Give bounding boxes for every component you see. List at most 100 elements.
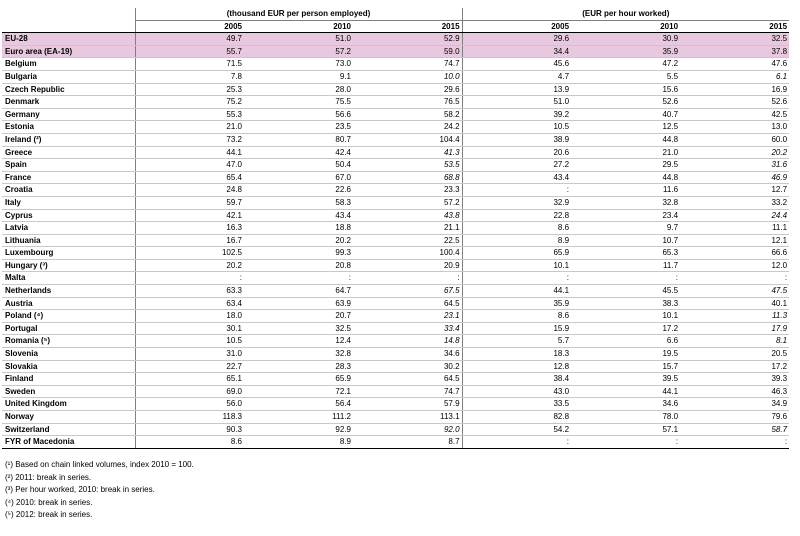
table-cell: 47.6 (680, 57, 790, 71)
table-cell: 11.6 (571, 183, 681, 197)
table-cell: 13.9 (461, 83, 572, 97)
table-cell: 8.6 (461, 309, 572, 323)
table-cell: 34.4 (461, 45, 572, 59)
row-label: Austria (2, 297, 135, 311)
table-cell: 56.4 (244, 397, 353, 411)
table-cell: 8.6 (134, 435, 244, 449)
table-cell: 4.7 (461, 70, 572, 84)
table-cell: : (134, 271, 244, 286)
table-cell: 13.0 (680, 120, 790, 134)
table-cell: 8.1 (680, 334, 790, 349)
row-label: Hungary (³) (2, 259, 135, 273)
table-cell: 59.7 (134, 196, 244, 210)
table-cell: 30.2 (353, 360, 463, 374)
footnote: (⁴) 2010: break in series. (5, 497, 93, 507)
table-body: EU-28 49.7 51.0 52.9 29.6 30.9 32.5 Euro area (… (2, 32, 790, 449)
table-cell: 32.8 (571, 196, 681, 210)
table-cell: 57.1 (571, 423, 681, 437)
row-label: Slovakia (2, 360, 135, 374)
table-cell: 17.2 (571, 322, 681, 336)
table-cell: 10.7 (571, 234, 681, 248)
table-cell: 37.8 (680, 45, 790, 59)
table-cell: 8.9 (461, 234, 572, 248)
row-label: Norway (2, 410, 135, 424)
header-group-per-person: (thousand EUR per person employed) (134, 8, 463, 21)
table-row: Switzerland 90.3 92.9 92.0 54.2 57.1 58.7 (2, 423, 790, 437)
table-cell: 44.1 (134, 146, 244, 160)
table-cell: 73.2 (134, 133, 244, 147)
table-cell: 74.7 (353, 57, 463, 71)
table-row: Sweden 69.0 72.1 74.7 43.0 44.1 46.3 (2, 385, 790, 399)
table-cell: 66.6 (680, 246, 790, 260)
table-row: Finland 65.1 65.9 64.5 38.4 39.5 39.3 (2, 372, 790, 386)
row-label: FYR of Macedonia (2, 435, 135, 449)
row-label: Croatia (2, 183, 135, 197)
table-row: Hungary (³) 20.2 20.8 20.9 10.1 11.7 12.0 (2, 259, 790, 273)
footnote: (¹) Based on chain linked volumes, index… (5, 460, 194, 469)
table-cell: 38.3 (571, 297, 681, 311)
table-cell: 31.0 (134, 347, 244, 361)
table-row: Latvia 16.3 18.8 21.1 8.6 9.7 11.1 (2, 221, 790, 235)
table-cell: 15.9 (461, 322, 572, 336)
row-label: Luxembourg (2, 246, 135, 260)
table-cell: 51.0 (461, 95, 572, 109)
table-cell: 111.2 (244, 410, 353, 424)
row-label: Ireland (²) (2, 133, 135, 147)
header-year: 2010 (244, 20, 353, 34)
table-cell: 102.5 (134, 246, 244, 260)
table-cell: 20.8 (244, 259, 353, 273)
row-label: Lithuania (2, 234, 135, 248)
table-cell: 33.2 (680, 196, 790, 210)
row-label: Sweden (2, 385, 135, 399)
table-cell: 5.7 (461, 334, 572, 349)
table-row: Lithuania 16.7 20.2 22.5 8.9 10.7 12.1 (2, 234, 790, 248)
table-cell: 99.3 (244, 246, 353, 260)
row-label: Slovenia (2, 347, 135, 361)
table-cell: : (571, 435, 681, 449)
table-cell: 14.8 (353, 334, 463, 349)
table-cell: 9.1 (244, 70, 353, 84)
table-cell: 100.4 (353, 246, 463, 260)
table-cell: 19.5 (571, 347, 681, 361)
table-cell: 80.7 (244, 133, 353, 147)
row-label: Estonia (2, 120, 135, 134)
table-cell: 71.5 (134, 57, 244, 71)
table-row: Czech Republic 25.3 28.0 29.6 13.9 15.6 16.9 (2, 83, 790, 97)
table-cell: 33.4 (353, 322, 463, 336)
table-cell: 47.2 (571, 57, 681, 71)
table-cell: 34.9 (680, 397, 790, 411)
table-cell: : (353, 271, 463, 286)
table-cell: 20.7 (244, 309, 353, 323)
table-cell: 8.6 (461, 221, 572, 235)
table-cell: : (680, 435, 790, 449)
table-cell: 10.0 (353, 70, 463, 84)
table-row: France 65.4 67.0 68.8 43.4 44.8 46.9 (2, 171, 790, 185)
table-row: Poland (⁴) 18.0 20.7 23.1 8.6 10.1 11.3 (2, 309, 790, 323)
table-cell: 42.4 (244, 146, 353, 160)
header-year-row: 2005 2010 2015 2005 2010 2015 (2, 20, 790, 34)
table-row: Slovakia 22.7 28.3 30.2 12.8 15.7 17.2 (2, 360, 790, 374)
table-cell: : (244, 271, 353, 286)
row-label: Germany (2, 108, 135, 122)
table-row: Ireland (²) 73.2 80.7 104.4 38.9 44.8 60.0 (2, 133, 790, 147)
row-label: EU-28 (2, 32, 135, 46)
table-cell: 52.9 (353, 32, 463, 46)
table-cell: 28.0 (244, 83, 353, 97)
table-cell: 55.7 (134, 45, 244, 59)
table-row: Slovenia 31.0 32.8 34.6 18.3 19.5 20.5 (2, 347, 790, 361)
table-cell: 76.5 (353, 95, 463, 109)
table-cell: 64.5 (353, 297, 463, 311)
table-cell: 16.7 (134, 234, 244, 248)
table-cell: 12.1 (680, 234, 790, 248)
table-cell: 12.7 (680, 183, 790, 197)
table-cell: 30.9 (571, 32, 681, 46)
table-cell: 92.0 (353, 423, 463, 437)
table-cell: 17.9 (680, 322, 790, 336)
table-cell: 57.2 (353, 196, 463, 210)
table-cell: 47.5 (680, 284, 790, 298)
table-row: Austria 63.4 63.9 64.5 35.9 38.3 40.1 (2, 297, 790, 311)
table-cell: 12.4 (244, 334, 353, 349)
table-cell: : (571, 271, 681, 286)
table-row: Norway 118.3 111.2 113.1 82.8 78.0 79.6 (2, 410, 790, 424)
productivity-table-page: (thousand EUR per person employed) (EUR … (2, 8, 790, 519)
